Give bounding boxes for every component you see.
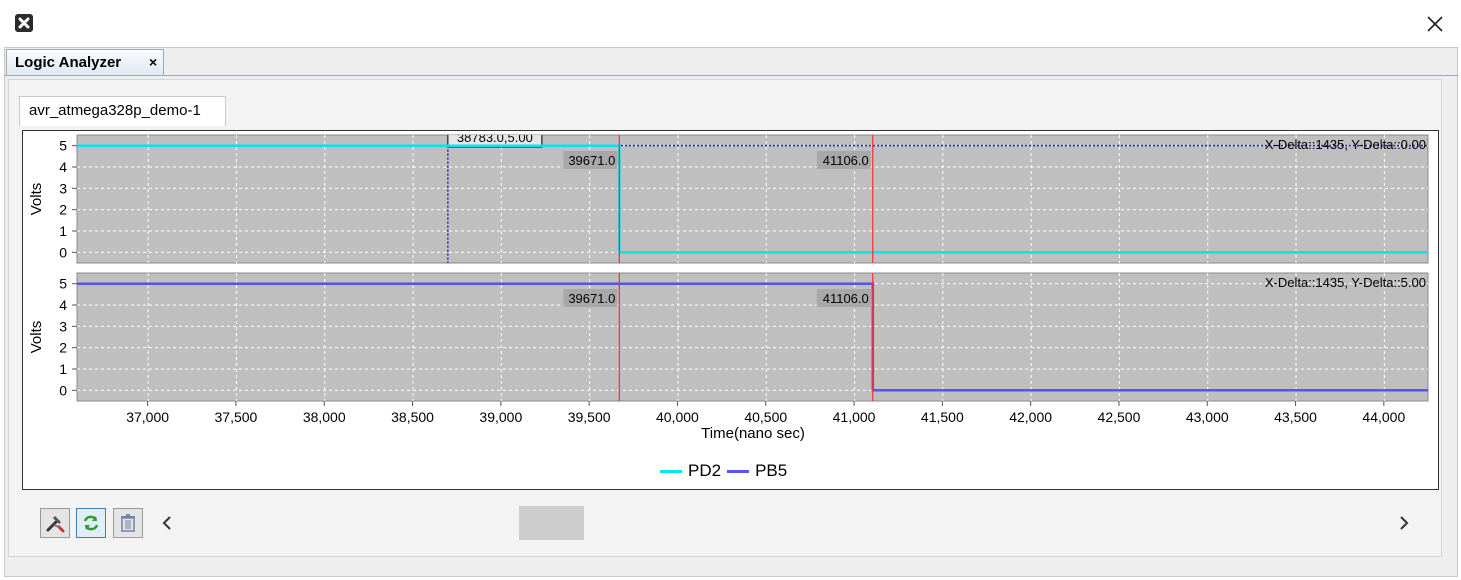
refresh-button[interactable] (76, 508, 106, 538)
delete-button[interactable] (113, 508, 143, 538)
legend-swatch-pb5 (727, 469, 750, 473)
delta-readout: X-Delta::1435, Y-Delta::0.00 (1265, 137, 1426, 152)
y-tick-label: 1 (59, 223, 67, 239)
chart-container: 0 1 2 3 4 5 Volts 38783.0,5.00 39671.0 41106.0 X-D… (22, 130, 1439, 490)
title-bar (0, 0, 1461, 46)
legend-swatch-pd2 (660, 469, 682, 473)
y-tick-label: 2 (59, 340, 67, 356)
x-tick-label: 38,000 (303, 409, 346, 425)
x-tick-label: 41,500 (921, 409, 964, 425)
x-tick-label: 44,000 (1362, 409, 1405, 425)
y-tick-label: 5 (59, 138, 67, 154)
x-tick-label: 40,500 (744, 409, 787, 425)
x-tick-label: 39,000 (479, 409, 522, 425)
x-tick-label: 37,000 (126, 409, 169, 425)
y-tick-label: 2 (59, 202, 67, 218)
trash-icon (121, 514, 135, 532)
x-tick-label: 43,500 (1274, 409, 1317, 425)
tab-logic-analyzer[interactable]: Logic Analyzer × (6, 49, 164, 75)
marker-label: 41106.0 (823, 291, 869, 306)
y-tick-label: 5 (59, 276, 67, 292)
y-axis-label: Volts (28, 183, 45, 216)
marker-label-bg (816, 151, 871, 169)
x-tick-label: 41,000 (833, 409, 876, 425)
y-tick-label: 0 (59, 244, 67, 260)
plot-area (76, 272, 1429, 402)
x-tick-label: 39,500 (568, 409, 611, 425)
legend-label-pd2: PD2 (688, 461, 722, 480)
y-tick-label: 4 (59, 159, 67, 175)
y-tick-label: 0 (59, 382, 67, 398)
close-icon[interactable] (1424, 13, 1446, 35)
marker-label: 39671.0 (568, 291, 615, 306)
scroll-right-icon[interactable] (1393, 510, 1415, 536)
marker-label: 41106.0 (823, 153, 869, 168)
cursor-label: 38783.0,5.00 (457, 131, 533, 145)
scrollbar-thumb[interactable] (519, 506, 584, 540)
y-tick-label: 4 (59, 297, 67, 313)
tab-divider (4, 75, 1458, 76)
x-tick-label: 42,000 (1009, 409, 1052, 425)
x-tick-label: 40,000 (656, 409, 699, 425)
y-tick-label: 3 (59, 318, 67, 334)
x-tick-label: 42,500 (1098, 409, 1141, 425)
x-tick-label: 43,000 (1186, 409, 1229, 425)
marker-label-bg (563, 151, 618, 169)
tools-icon (46, 516, 65, 533)
tab-avr-demo[interactable]: avr_atmega328p_demo-1 (19, 96, 226, 126)
legend-item-pd2: PD2 (660, 461, 721, 481)
marker-label-bg (563, 289, 618, 307)
legend-label-pb5: PB5 (755, 461, 788, 480)
y-axis-label: Volts (28, 321, 45, 354)
y-tick-label: 1 (59, 361, 67, 377)
logic-analyzer-chart[interactable]: 0 1 2 3 4 5 Volts 38783.0,5.00 39671.0 41106.0 X-D… (23, 131, 1438, 489)
tab-label: Logic Analyzer (15, 54, 122, 71)
plot-area (76, 134, 1429, 264)
chart-legend: PD2 PB5 (660, 461, 787, 481)
refresh-icon (83, 515, 99, 531)
x-tick-label: 38,500 (391, 409, 434, 425)
cursor-label-bg (447, 135, 543, 148)
tab-close-icon[interactable]: × (149, 54, 158, 70)
y-tick-label: 3 (59, 180, 67, 196)
plot-1: 0 1 2 3 4 5 Volts 38783.0,5.00 39671.0 41106.0 X-D… (28, 131, 1429, 264)
inner-tab-label: avr_atmega328p_demo-1 (29, 102, 201, 119)
settings-button[interactable] (40, 508, 70, 538)
scroll-left-icon[interactable] (156, 510, 178, 536)
marker-label-bg (816, 289, 871, 307)
marker-label: 39671.0 (568, 153, 615, 168)
delta-readout: X-Delta::1435, Y-Delta::5.00 (1265, 275, 1426, 290)
app-logo-icon (15, 14, 33, 32)
cursor-label-box: 38783.0,5.00 (447, 131, 543, 148)
legend-item-pb5: PB5 (727, 461, 787, 481)
x-axis-label: Time(nano sec) (701, 425, 805, 442)
x-tick-label: 37,500 (215, 409, 258, 425)
